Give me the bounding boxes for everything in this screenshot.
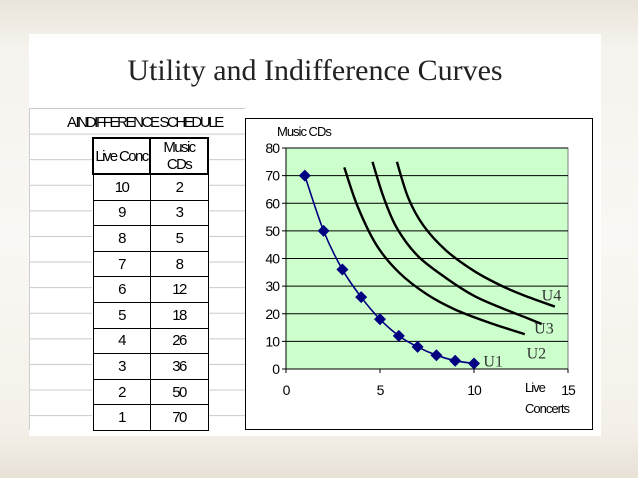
y-tick-label: 40 — [265, 251, 280, 267]
indifference-chart: 0 10 20 30 40 50 60 70 80 0 5 10 15 U1 U2 U3 U4 Live Conce… — [245, 118, 593, 430]
table-row: 4 26 — [92, 327, 209, 355]
cell-music-cds: 3 — [149, 199, 209, 227]
y-tick-label: 60 — [265, 195, 280, 211]
curve-line-u4 — [395, 161, 556, 308]
table-row: 6 12 — [92, 276, 209, 303]
data-point-marker — [298, 169, 311, 182]
header-live-concerts: Live Conc — [92, 137, 151, 175]
data-point-marker — [392, 329, 405, 342]
y-axis-label: Music CDs — [277, 124, 332, 139]
x-tick-label: 15 — [561, 382, 576, 398]
curve-label-u2: U2 — [527, 345, 547, 362]
table-row: 3 36 — [92, 353, 209, 380]
cell-music-cds: 70 — [149, 404, 209, 431]
schedule-title: A INDIFFERENCE SCHEDULE — [67, 114, 224, 131]
curve-label-u3: U3 — [534, 321, 554, 338]
curve-line-u2 — [343, 166, 526, 336]
cell-live-concerts: 2 — [92, 378, 151, 406]
y-tick-label: 30 — [265, 278, 280, 294]
header-music-cds: Music CDs — [149, 137, 209, 175]
data-point-marker — [355, 291, 368, 304]
cell-music-cds: 36 — [149, 353, 209, 380]
series-line-u1 — [304, 175, 475, 365]
cell-music-cds: 12 — [149, 276, 209, 303]
cell-live-concerts: 7 — [92, 250, 151, 278]
table-row: 10 2 — [92, 173, 209, 201]
cell-live-concerts: 1 — [92, 404, 151, 431]
curve-line-u3 — [371, 161, 543, 326]
cell-music-cds: 26 — [149, 327, 209, 355]
cell-music-cds: 18 — [149, 301, 209, 329]
data-point-marker — [411, 340, 424, 353]
y-tick-label: 0 — [272, 361, 280, 377]
curve-label-u1: U1 — [483, 354, 503, 371]
cell-live-concerts: 6 — [92, 276, 151, 303]
x-axis-label: Live Concerts — [525, 380, 571, 416]
data-point-marker — [449, 354, 462, 367]
data-point-marker — [374, 313, 386, 326]
cell-music-cds: 2 — [149, 173, 209, 201]
table-row: 2 50 — [92, 378, 209, 406]
x-tick-label: 5 — [377, 382, 385, 398]
data-point-marker — [468, 357, 480, 370]
y-tick-label: 10 — [265, 333, 280, 349]
table-row: 5 18 — [92, 301, 209, 329]
slide-title: Utility and Indifference Curves — [127, 54, 503, 87]
data-point-marker — [430, 349, 443, 362]
table-header-row: Live Conc Music CDs — [92, 137, 209, 175]
table-row: 1 70 — [92, 404, 209, 431]
y-tick-label: 80 — [265, 140, 280, 156]
cell-live-concerts: 9 — [92, 199, 151, 227]
cell-live-concerts: 8 — [92, 225, 151, 252]
cell-live-concerts: 5 — [92, 301, 151, 329]
x-tick-label: 0 — [283, 382, 291, 398]
y-tick-label: 70 — [265, 168, 280, 184]
x-tick-label: 10 — [467, 382, 482, 398]
cell-music-cds: 5 — [149, 225, 209, 252]
data-point-marker — [317, 224, 330, 237]
cell-music-cds: 8 — [149, 250, 209, 278]
cell-live-concerts: 4 — [92, 327, 151, 355]
cell-live-concerts: 3 — [92, 353, 151, 380]
cell-music-cds: 50 — [149, 378, 209, 406]
curve-label-u4: U4 — [542, 287, 562, 304]
data-point-marker — [336, 263, 349, 276]
y-tick-label: 50 — [265, 223, 280, 239]
cell-live-concerts: 10 — [92, 173, 151, 201]
y-tick-label: 20 — [265, 306, 280, 322]
